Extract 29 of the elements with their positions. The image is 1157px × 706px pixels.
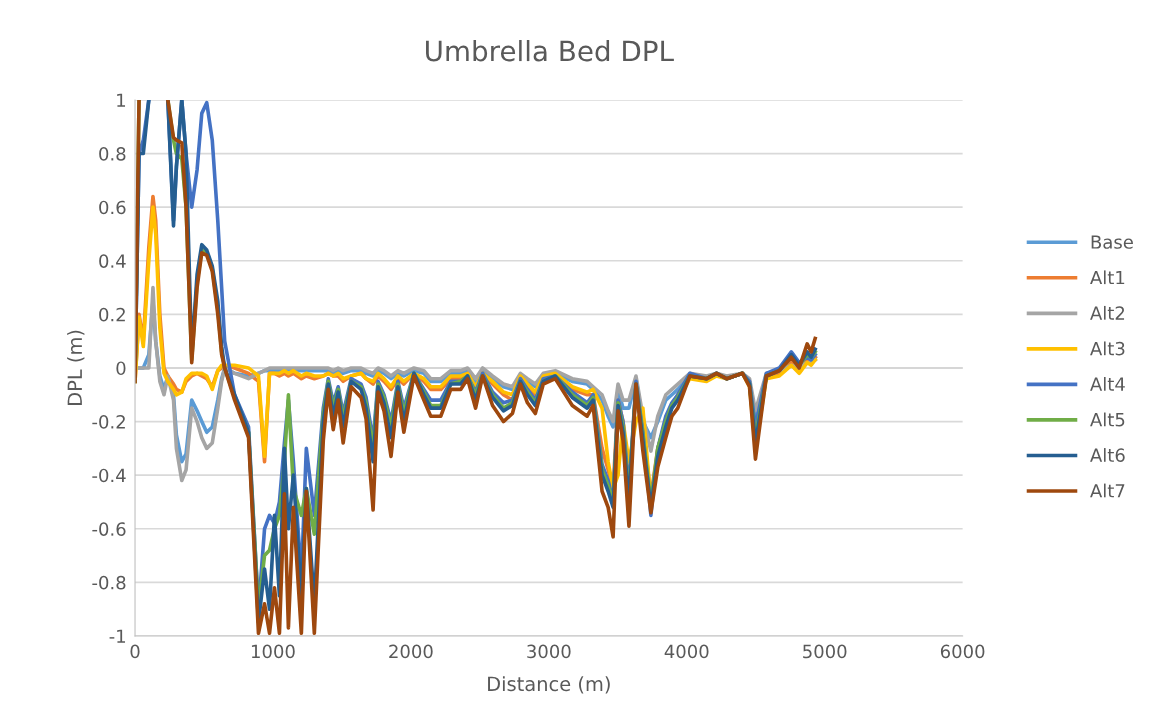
y-tick-label: -0.4 — [92, 468, 126, 483]
x-tick-label: 2000 — [389, 644, 433, 659]
x-tick-label: 3000 — [527, 644, 571, 659]
x-tick-label: 5000 — [803, 644, 847, 659]
y-axis-title: DPL (m) — [67, 330, 85, 405]
y-tick-label: 0.6 — [99, 200, 126, 215]
y-tick-label: 1 — [117, 93, 126, 107]
legend-label: Base — [1091, 235, 1133, 249]
y-tick-label: 0.2 — [99, 307, 125, 322]
legend-label: Alt7 — [1090, 483, 1125, 498]
legend-label: Alt2 — [1090, 305, 1125, 320]
y-tick-label: 0.4 — [99, 254, 126, 268]
legend-label: Alt5 — [1090, 412, 1125, 427]
y-tick-label: -0.2 — [92, 415, 125, 429]
x-tick-label: 4000 — [664, 644, 709, 659]
y-tick-label: 0 — [116, 361, 126, 376]
y-tick-label: -0.6 — [92, 522, 126, 536]
legend-label: Alt1 — [1090, 270, 1125, 285]
legend-label: Alt6 — [1090, 448, 1125, 463]
chart-title: Umbrella Bed DPL — [426, 39, 674, 62]
x-axis-title: Distance (m) — [488, 676, 610, 694]
x-tick-label: 6000 — [940, 644, 985, 659]
y-tick-label: -1 — [109, 629, 126, 643]
legend-label: Alt4 — [1090, 376, 1125, 391]
x-tick-label: 1000 — [251, 644, 295, 659]
x-tick-label: 0 — [130, 644, 140, 659]
legend-label: Alt3 — [1090, 341, 1125, 356]
y-tick-label: 0.8 — [99, 147, 126, 161]
y-tick-label: -0.8 — [92, 575, 126, 590]
